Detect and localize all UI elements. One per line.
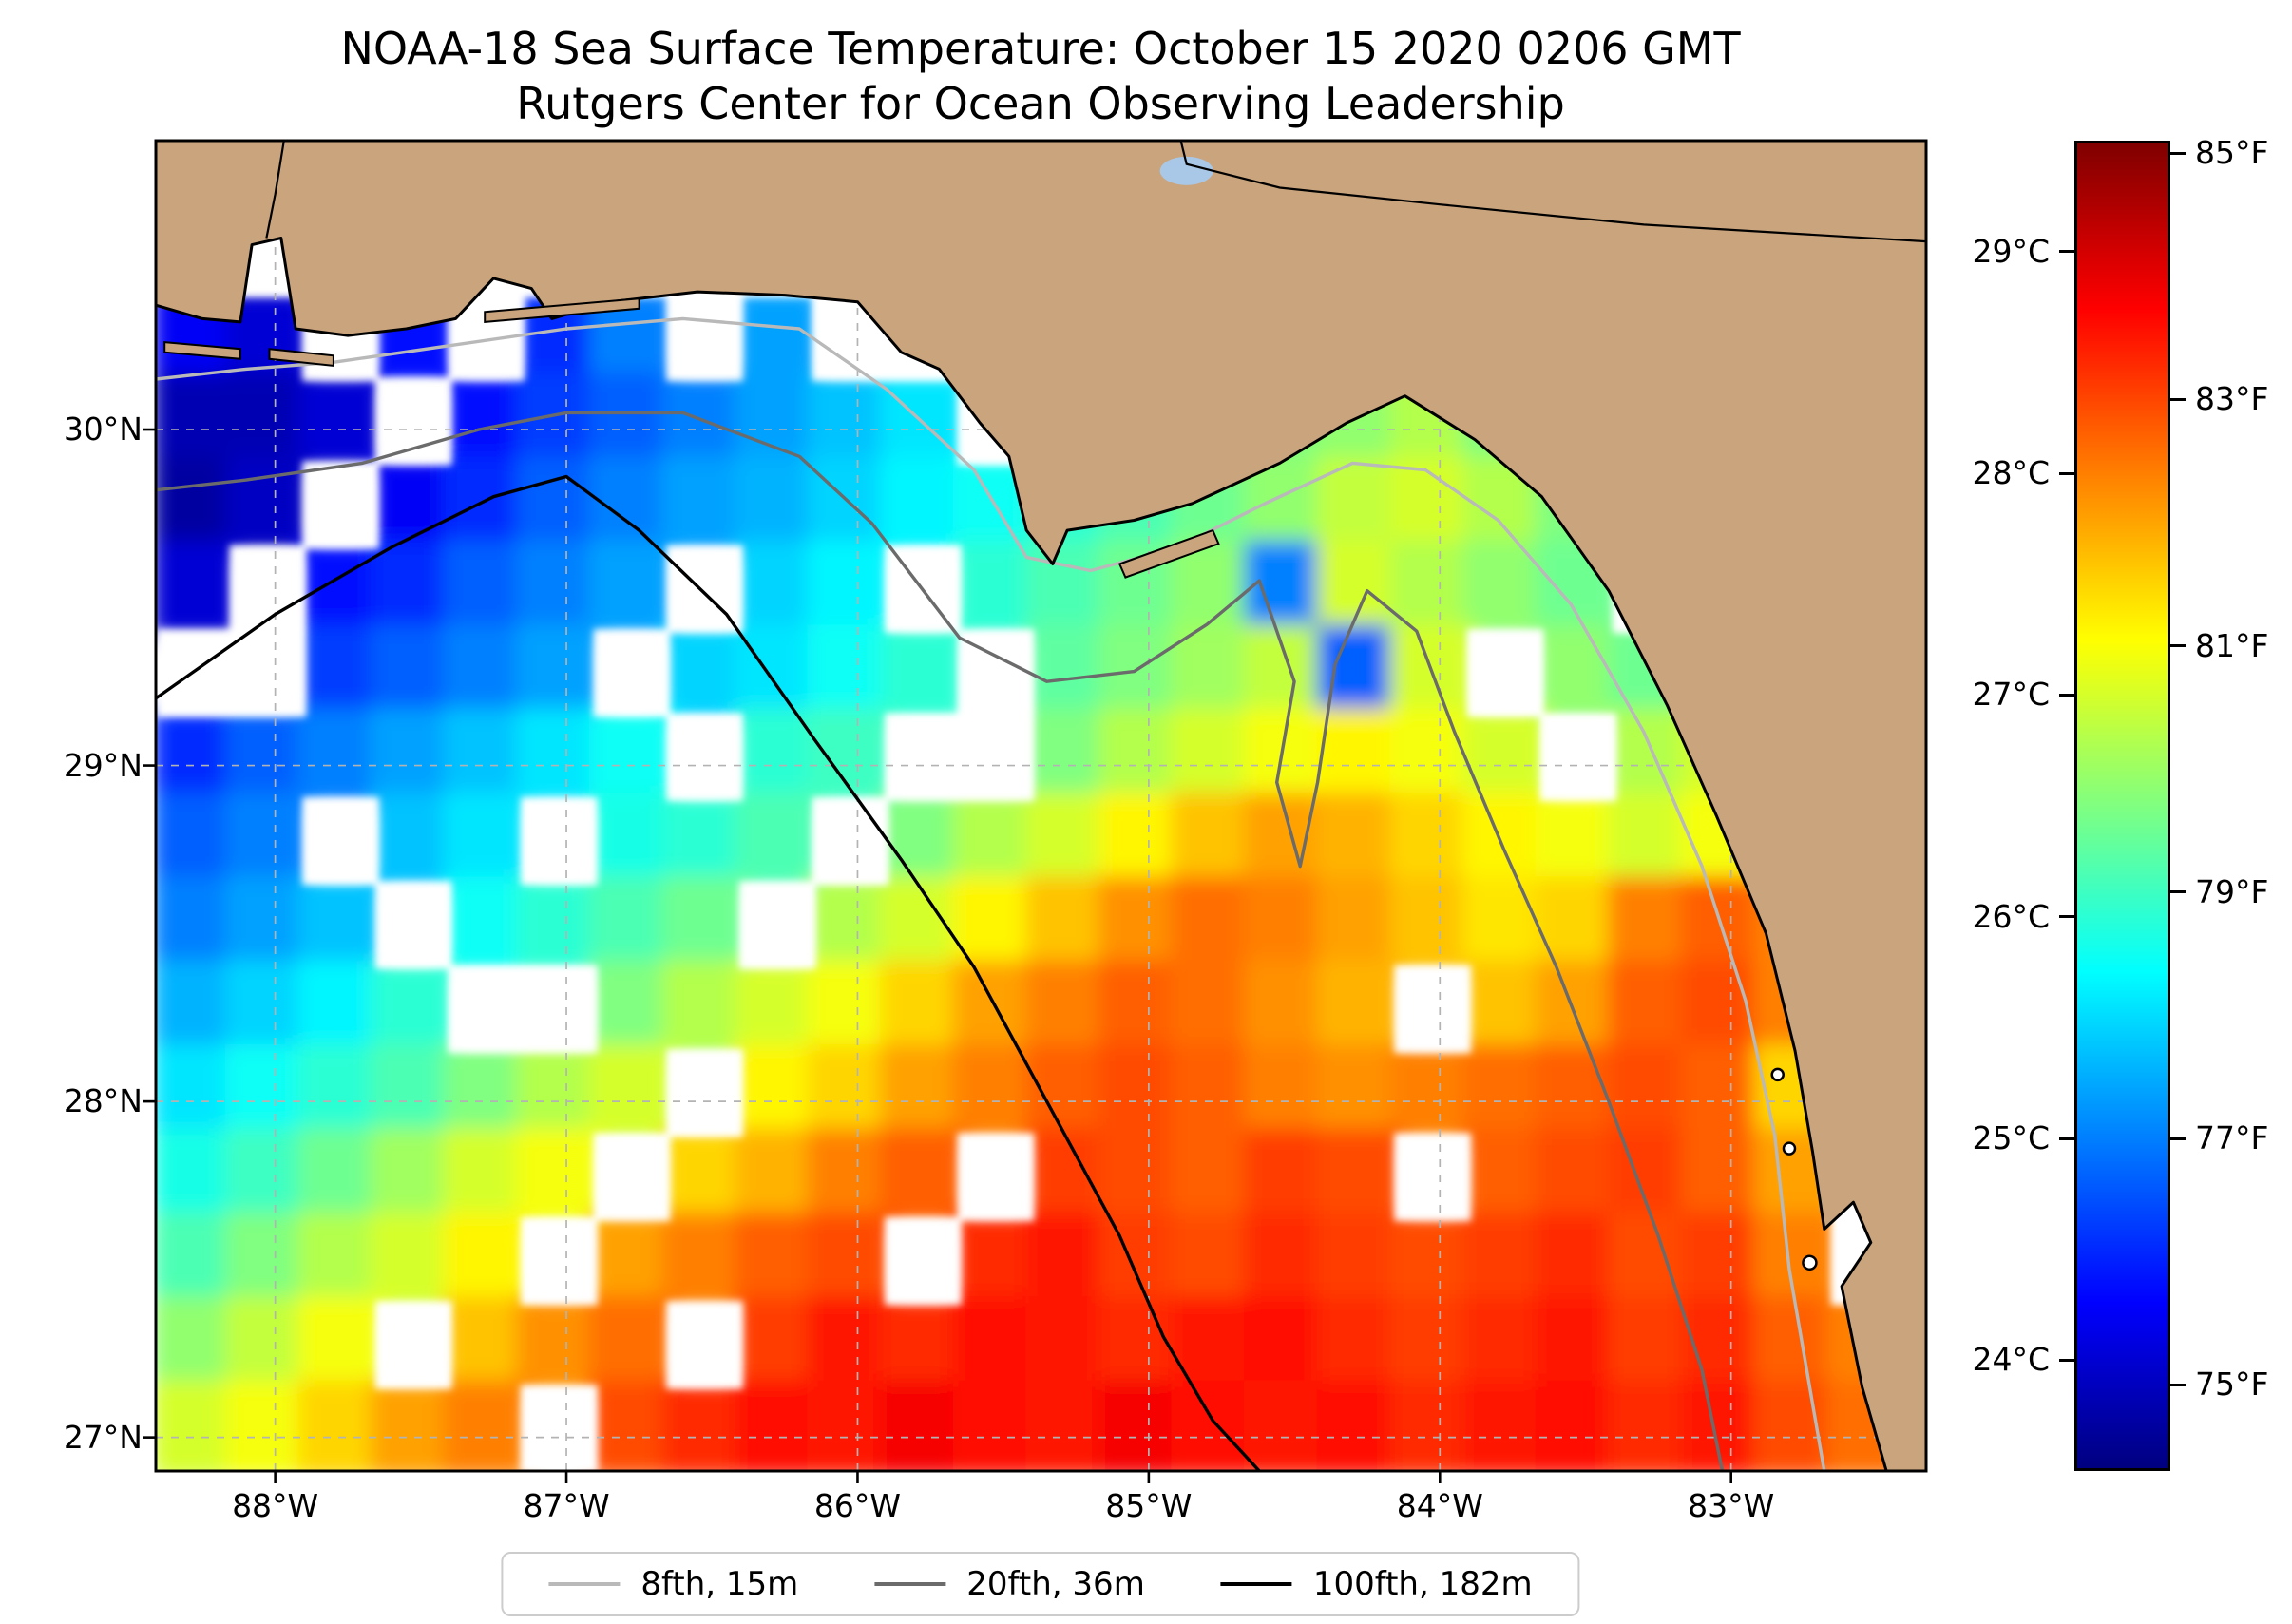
colorbar-tick-f-mark	[2170, 644, 2186, 648]
colorbar-tick-c-label: 29°C	[1972, 232, 2050, 270]
contour-100fth-line	[156, 474, 1261, 1471]
colorbar-tick-f-mark	[2170, 1137, 2186, 1140]
figure-title: NOAA-18 Sea Surface Temperature: October…	[95, 21, 1986, 131]
barrier-island	[268, 348, 334, 368]
title-line-1: NOAA-18 Sea Surface Temperature: October…	[340, 23, 1741, 74]
colorbar-tick-f-mark	[2170, 1383, 2186, 1386]
x-tick-label: 85°W	[1105, 1487, 1193, 1524]
colorbar-tick-f-label: 83°F	[2195, 380, 2269, 418]
legend-label-8fth: 8fth, 15m	[640, 1565, 799, 1603]
coastal-islet	[1770, 1067, 1785, 1082]
colorbar-tick-f-label: 79°F	[2195, 872, 2269, 910]
y-tick-label: 27°N	[63, 1418, 143, 1456]
sst-map	[143, 139, 1928, 1483]
contour-20fth-line	[156, 411, 1725, 1471]
y-tick-label: 28°N	[63, 1082, 143, 1120]
colorbar-tick-c-mark	[2059, 693, 2074, 697]
map-border	[154, 139, 1928, 1473]
colorbar-tick-c-mark	[2059, 1137, 2074, 1140]
legend-label-20fth: 20fth, 36m	[966, 1565, 1145, 1603]
colorbar-tick-c-label: 26°C	[1972, 897, 2050, 935]
barrier-island	[1117, 528, 1220, 579]
y-tick-label: 30°N	[63, 411, 143, 449]
contour-8fth-line	[156, 316, 1826, 1471]
bathymetry-contours	[156, 316, 1826, 1471]
barrier-island	[163, 341, 241, 360]
land-layer	[156, 141, 1926, 1471]
x-tick-label: 88°W	[232, 1487, 319, 1524]
colorbar-tick-f-label: 85°F	[2195, 134, 2269, 172]
colorbar-tick-c-label: 25°C	[1972, 1119, 2050, 1156]
colorbar-tick-c-mark	[2059, 250, 2074, 254]
legend-item: 20fth, 36m	[874, 1565, 1145, 1603]
colorbar-gradient	[2077, 143, 2168, 1468]
colorbar-tick-c-label: 28°C	[1972, 454, 2050, 491]
colorbar-tick-f-mark	[2170, 890, 2186, 894]
legend-line-20fth	[874, 1582, 946, 1586]
river-line	[265, 141, 285, 239]
x-tick-label: 86°W	[813, 1487, 902, 1524]
colorbar-tick-f-label: 75°F	[2195, 1366, 2269, 1404]
legend-item: 8fth, 15m	[548, 1565, 798, 1603]
colorbar-tick-f-mark	[2170, 397, 2186, 401]
colorbar-tick-c-label: 24°C	[1972, 1341, 2050, 1379]
colorbar-tick-f-label: 77°F	[2195, 1119, 2269, 1156]
legend-label-100fth: 100fth, 182m	[1312, 1565, 1533, 1603]
legend-line-8fth	[548, 1582, 621, 1586]
colorbar-tick-c-mark	[2059, 471, 2074, 475]
x-tick-label: 83°W	[1688, 1487, 1775, 1524]
map-canvas	[143, 139, 1928, 1483]
legend-line-100fth	[1220, 1582, 1292, 1586]
colorbar-tick-c-mark	[2059, 915, 2074, 919]
colorbar-tick-c-label: 27°C	[1972, 676, 2050, 714]
coastline	[156, 141, 1926, 1471]
title-line-2: Rutgers Center for Ocean Observing Leade…	[516, 78, 1565, 129]
x-tick-label: 84°W	[1396, 1487, 1483, 1524]
axis-ticks	[143, 428, 1733, 1483]
colorbar-tick-c-mark	[2059, 1358, 2074, 1362]
coastal-islet	[1802, 1254, 1818, 1271]
coastal-islet	[1782, 1141, 1797, 1156]
colorbar	[2074, 141, 2170, 1471]
legend-item: 100fth, 182m	[1220, 1565, 1533, 1603]
legend: 8fth, 15m 20fth, 36m 100fth, 182m	[501, 1552, 1580, 1616]
lake-seminole	[1159, 156, 1213, 185]
y-tick-label: 29°N	[63, 746, 143, 784]
barrier-island	[484, 297, 640, 323]
x-tick-label: 87°W	[523, 1487, 610, 1524]
colorbar-tick-f-label: 81°F	[2195, 626, 2269, 664]
colorbar-tick-f-mark	[2170, 151, 2186, 155]
state-border-line	[1179, 141, 1926, 243]
